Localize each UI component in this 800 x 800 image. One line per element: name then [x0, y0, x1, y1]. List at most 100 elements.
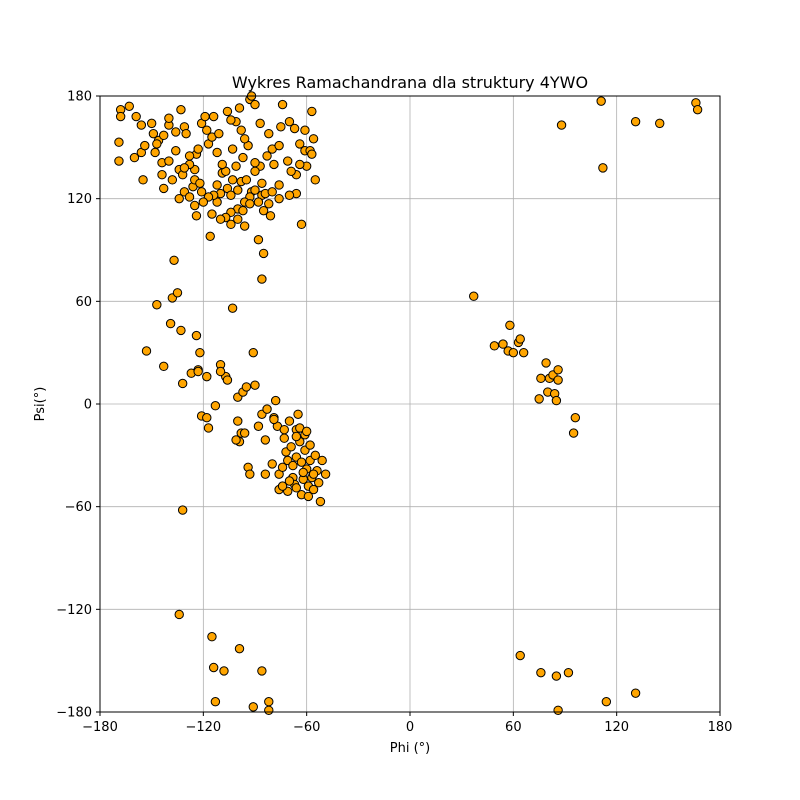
data-point [310, 450, 320, 461]
data-point [270, 395, 281, 406]
data-point [136, 120, 147, 130]
data-point [598, 163, 608, 173]
data-point [214, 128, 224, 139]
data-point [250, 380, 260, 390]
data-point [300, 125, 310, 135]
data-point [630, 116, 641, 127]
data-point [264, 199, 274, 209]
data-point [305, 440, 315, 450]
data-point [152, 139, 162, 149]
data-point [286, 442, 296, 452]
data-point [295, 159, 305, 170]
data-point [250, 158, 260, 168]
data-point [171, 127, 181, 137]
x-tick-label: 60 [505, 720, 522, 735]
data-point [226, 190, 236, 200]
data-point [320, 469, 331, 479]
data-point [489, 341, 500, 351]
data-point [202, 125, 212, 135]
data-point [236, 125, 246, 135]
y-tick-label: 120 [67, 192, 92, 207]
y-axis-ticks: −180 −120 −60 0 60 120 180 [56, 90, 100, 721]
data-point [298, 467, 308, 478]
data-point [307, 149, 317, 159]
data-point [250, 185, 260, 195]
grid-lines [100, 96, 720, 712]
data-point [245, 469, 255, 479]
data-point [207, 209, 217, 219]
x-tick-label: −120 [185, 720, 221, 735]
data-point [257, 178, 267, 188]
data-point [227, 144, 238, 154]
data-point [518, 347, 529, 358]
data-point [226, 219, 236, 230]
data-point [202, 371, 212, 382]
data-point [115, 111, 126, 122]
data-point [277, 481, 288, 491]
data-point [508, 347, 519, 358]
data-point [233, 416, 243, 426]
data-point [179, 163, 190, 173]
x-tick-label: 180 [708, 720, 733, 735]
data-point [129, 152, 140, 163]
data-point [184, 151, 195, 161]
data-point [276, 122, 286, 132]
data-point [226, 115, 236, 125]
data-point [195, 178, 205, 188]
data-point [310, 175, 320, 185]
data-point [307, 106, 317, 117]
data-point [191, 330, 202, 341]
data-point [215, 366, 226, 377]
data-point [253, 421, 264, 431]
data-point [152, 300, 162, 310]
data-point [234, 103, 245, 113]
data-point [553, 375, 563, 385]
data-point [210, 401, 221, 411]
data-point [556, 120, 567, 130]
data-point [164, 156, 174, 166]
data-point [258, 205, 269, 216]
data-point [250, 166, 260, 176]
data-point [124, 101, 134, 111]
data-point [233, 185, 243, 195]
data-point [536, 373, 546, 384]
data-point [630, 688, 641, 698]
data-point [174, 193, 184, 204]
data-point [227, 175, 238, 185]
data-point [140, 140, 150, 151]
data-point [248, 347, 258, 358]
data-point [181, 128, 191, 139]
data-point [157, 170, 167, 180]
data-point [277, 462, 288, 473]
data-point [289, 123, 300, 134]
data-point [193, 144, 203, 154]
data-point [208, 662, 219, 673]
data-point [219, 666, 229, 676]
data-point [692, 104, 703, 115]
data-point [267, 459, 277, 469]
data-point [296, 457, 307, 467]
data-point [174, 609, 184, 620]
data-point [314, 478, 324, 488]
data-point [205, 231, 215, 242]
data-point [267, 187, 277, 197]
data-point [264, 128, 274, 139]
data-point [231, 161, 241, 171]
data-point [231, 435, 241, 445]
data-point [563, 667, 574, 678]
data-point [274, 140, 284, 151]
data-point [257, 666, 267, 676]
data-point [238, 205, 248, 216]
data-point [269, 159, 279, 170]
data-point [233, 214, 243, 224]
data-point [308, 484, 319, 495]
data-point [176, 325, 186, 336]
data-point [260, 435, 271, 445]
data-point [308, 469, 319, 479]
data-point [291, 483, 302, 493]
data-point [288, 460, 298, 471]
data-point [257, 274, 267, 284]
data-point [536, 667, 546, 678]
data-point [176, 104, 186, 115]
data-point [131, 111, 141, 122]
